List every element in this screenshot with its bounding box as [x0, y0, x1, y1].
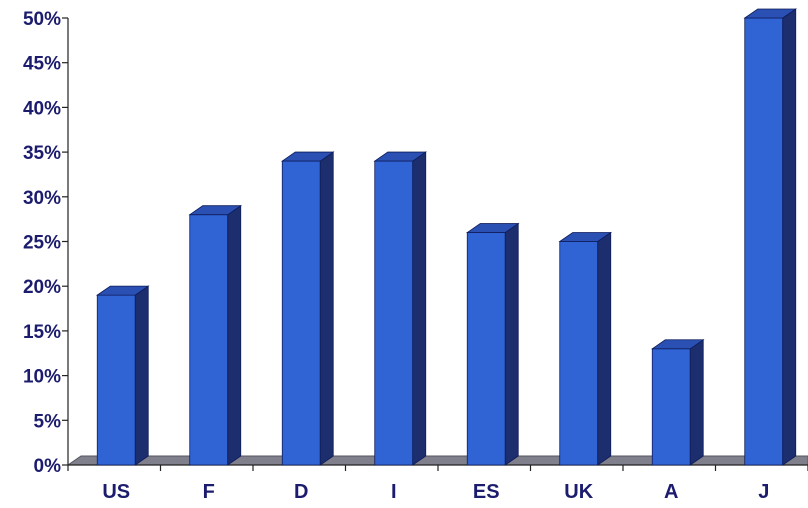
y-tick-label: 30%: [23, 188, 61, 209]
y-tick-label: 25%: [23, 233, 61, 254]
y-tick-label: 15%: [23, 322, 61, 343]
x-axis-ticks: US F D I ES UK A J: [67, 465, 808, 503]
bar-front: [559, 241, 599, 466]
bar-front: [374, 160, 414, 466]
bar-series: [95, 8, 798, 466]
y-tick-label: 40%: [23, 98, 61, 119]
bar-top: [465, 223, 520, 233]
bar-top: [558, 232, 613, 242]
bar-front: [281, 160, 321, 466]
y-tick-label: 10%: [23, 367, 61, 388]
x-tick-label: J: [758, 481, 769, 503]
bar-side: [782, 8, 797, 466]
y-tick-label: 45%: [23, 54, 61, 75]
bar-front: [466, 232, 506, 466]
bar-side: [412, 151, 427, 466]
y-tick-label: 0%: [34, 456, 62, 477]
bar: [373, 151, 428, 466]
bar-front: [651, 348, 691, 466]
x-tick-label: D: [294, 481, 308, 503]
bar-top: [280, 151, 335, 162]
bar-top: [373, 151, 428, 162]
bar: [650, 339, 705, 466]
bar: [558, 231, 613, 466]
bar: [188, 204, 243, 466]
bar-side: [689, 339, 704, 466]
bar-side: [134, 285, 149, 466]
x-tick-label: F: [203, 481, 215, 503]
bar-front: [189, 214, 229, 466]
x-tick-label: I: [391, 481, 397, 503]
x-tick-label: US: [102, 481, 130, 503]
bar-top: [743, 8, 798, 19]
x-tick-label: ES: [473, 481, 500, 503]
bar: [465, 222, 520, 466]
bar-top: [95, 285, 150, 296]
bar-side: [227, 204, 242, 466]
bar-top: [650, 339, 705, 350]
y-tick-label: 50%: [23, 9, 61, 30]
bar: [95, 285, 150, 466]
bar-side: [597, 231, 612, 466]
bar-side: [319, 151, 334, 466]
bar: [743, 8, 798, 466]
y-tick-label: 35%: [23, 143, 61, 164]
bar-side: [504, 222, 519, 466]
y-tick-label: 5%: [34, 411, 62, 432]
y-tick-label: 20%: [23, 277, 61, 298]
y-axis-ticks: 0% 5% 10% 15% 20% 25% 30% 35% 40% 45% 50%: [23, 9, 68, 477]
bar-top: [188, 205, 243, 216]
bar-front: [744, 17, 784, 466]
bar: [280, 151, 335, 466]
x-tick-label: UK: [564, 481, 593, 503]
bar-front: [96, 294, 136, 466]
x-tick-label: A: [664, 481, 678, 503]
